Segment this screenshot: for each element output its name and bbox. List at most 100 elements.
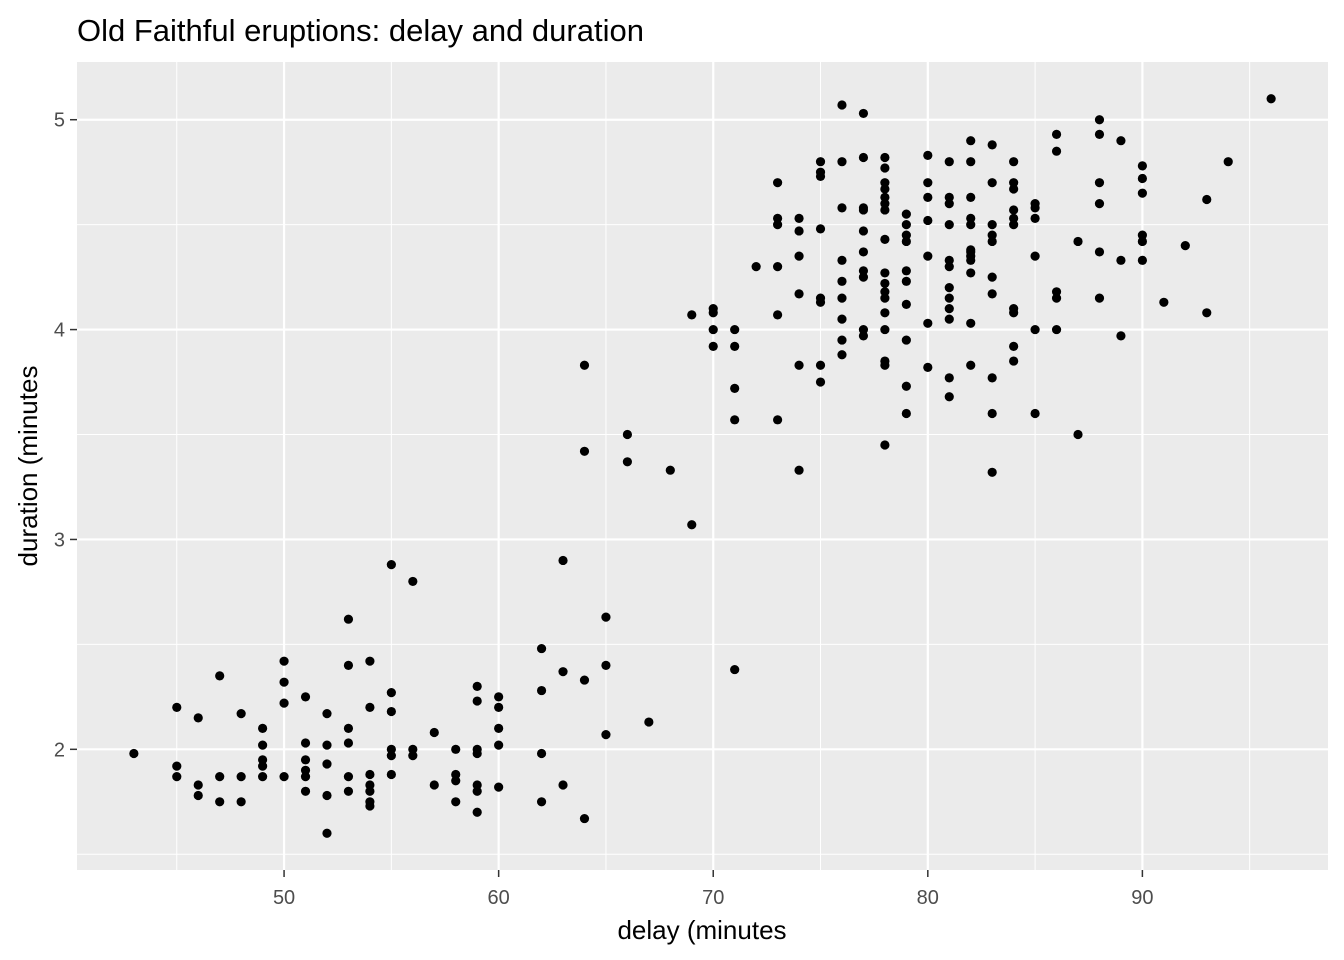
- x-tick-label: 60: [488, 887, 510, 909]
- data-point: [472, 786, 482, 796]
- data-point: [944, 220, 954, 230]
- data-point: [1137, 236, 1147, 247]
- data-point: [536, 685, 547, 696]
- data-point: [923, 362, 933, 372]
- data-point: [279, 772, 289, 782]
- data-point: [322, 759, 332, 769]
- data-point: [279, 698, 289, 708]
- data-point: [966, 220, 976, 230]
- data-point: [730, 324, 740, 335]
- data-point: [858, 331, 869, 341]
- data-point: [858, 203, 869, 213]
- data-point: [386, 560, 396, 570]
- data-point: [300, 692, 311, 702]
- data-point: [987, 220, 997, 230]
- data-point: [815, 224, 826, 234]
- y-tick-label: 5: [54, 110, 65, 132]
- data-point: [794, 251, 804, 261]
- data-point: [343, 738, 354, 748]
- data-point: [622, 457, 632, 467]
- data-point: [880, 308, 890, 318]
- data-point: [966, 157, 976, 167]
- data-point: [322, 828, 332, 838]
- data-point: [408, 744, 418, 754]
- data-point: [1116, 255, 1126, 265]
- data-point: [880, 324, 890, 335]
- data-point: [579, 813, 590, 824]
- data-point: [472, 744, 482, 754]
- data-point: [451, 744, 461, 754]
- y-tick-label: 3: [54, 529, 65, 551]
- data-point: [494, 740, 504, 750]
- data-point: [1009, 303, 1019, 314]
- data-point: [258, 772, 268, 782]
- data-point: [1094, 199, 1105, 209]
- data-point: [1030, 251, 1040, 261]
- data-point: [880, 199, 890, 209]
- data-point: [880, 287, 890, 297]
- data-point: [1116, 136, 1126, 146]
- data-point: [386, 744, 396, 754]
- data-point: [215, 797, 225, 807]
- data-point: [880, 293, 890, 303]
- data-point: [880, 278, 890, 289]
- data-point: [944, 262, 954, 272]
- data-point: [1009, 213, 1019, 223]
- data-point: [987, 373, 997, 383]
- data-point: [966, 268, 976, 278]
- data-point: [300, 772, 311, 782]
- data-point: [794, 289, 804, 299]
- data-point: [215, 671, 225, 681]
- data-point: [472, 681, 482, 691]
- data-point: [1051, 324, 1062, 335]
- data-point: [815, 360, 826, 370]
- data-point: [708, 324, 718, 335]
- data-point: [901, 408, 911, 419]
- data-point: [923, 215, 933, 226]
- data-point: [536, 748, 547, 759]
- data-point: [987, 236, 997, 247]
- data-point: [279, 656, 289, 666]
- data-point: [665, 465, 675, 475]
- data-point: [215, 772, 225, 782]
- chart-title: Old Faithful eruptions: delay and durati…: [77, 13, 644, 48]
- data-point: [966, 318, 976, 328]
- data-point: [1266, 94, 1276, 104]
- data-point: [279, 677, 289, 687]
- data-point: [558, 780, 568, 790]
- data-point: [343, 772, 354, 782]
- data-point: [944, 314, 954, 324]
- data-point: [236, 772, 246, 782]
- data-point: [901, 299, 911, 309]
- data-point: [880, 268, 890, 278]
- data-point: [1137, 255, 1147, 265]
- data-point: [1009, 157, 1019, 167]
- data-point: [923, 178, 933, 188]
- data-point: [300, 755, 311, 765]
- data-point: [644, 717, 654, 727]
- data-point: [773, 178, 783, 188]
- data-point: [1094, 178, 1105, 188]
- data-point: [858, 226, 869, 236]
- data-point: [880, 205, 890, 215]
- data-point: [1051, 293, 1062, 303]
- data-point: [1073, 236, 1083, 247]
- data-point: [858, 108, 869, 119]
- data-point: [923, 251, 933, 261]
- data-point: [1009, 220, 1019, 230]
- data-point: [365, 656, 375, 666]
- data-point: [901, 276, 911, 286]
- data-point: [923, 192, 933, 202]
- data-point: [472, 696, 482, 706]
- data-point: [236, 709, 246, 719]
- data-point: [1030, 324, 1040, 335]
- data-point: [1051, 287, 1062, 297]
- data-point: [858, 324, 869, 335]
- data-point: [1030, 408, 1040, 419]
- data-point: [837, 293, 847, 303]
- data-point: [1009, 178, 1019, 188]
- data-point: [365, 797, 375, 807]
- data-point: [1073, 429, 1083, 440]
- data-point: [773, 262, 783, 272]
- data-point: [558, 667, 568, 677]
